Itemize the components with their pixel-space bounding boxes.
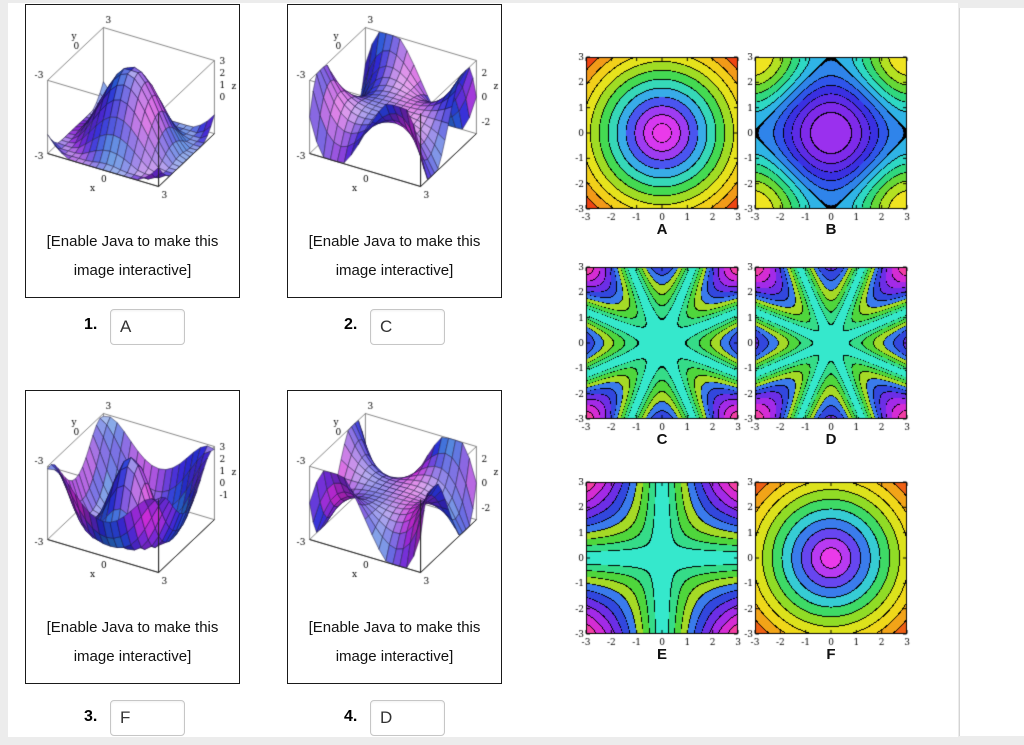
contour-plot-canvas-e (570, 478, 744, 650)
surface-panel-3: [Enable Java to make this image interact… (25, 390, 240, 684)
contour-plot-canvas-b (739, 53, 913, 225)
surface-panel-2: [Enable Java to make this image interact… (287, 4, 502, 298)
contour-label-d: D (825, 431, 837, 448)
contour-label-a: A (656, 221, 668, 238)
caption-line-1: [Enable Java to make this (46, 619, 219, 636)
surface-panel-4: [Enable Java to make this image interact… (287, 390, 502, 684)
caption-line-2: image interactive] (335, 262, 454, 279)
java-caption: [Enable Java to make this image interact… (288, 613, 501, 671)
caption-line-2: image interactive] (73, 262, 192, 279)
contour-plot-canvas-f (739, 478, 913, 650)
java-caption: [Enable Java to make this image interact… (26, 227, 239, 285)
java-caption: [Enable Java to make this image interact… (26, 613, 239, 671)
caption-line-1: [Enable Java to make this (308, 619, 481, 636)
contour-label-c: C (656, 431, 668, 448)
contour-plot-canvas-c (570, 263, 744, 435)
caption-line-2: image interactive] (73, 648, 192, 665)
caption-line-1: [Enable Java to make this (46, 233, 219, 250)
surface-panel-1: [Enable Java to make this image interact… (25, 4, 240, 298)
surface-plot-canvas-1 (27, 7, 238, 213)
question-number-3: 3. (84, 708, 98, 725)
contour-label-b: B (825, 221, 837, 238)
java-caption: [Enable Java to make this image interact… (288, 227, 501, 285)
right-pane (959, 8, 1024, 736)
caption-line-1: [Enable Java to make this (308, 233, 481, 250)
contour-label-f: F (826, 646, 836, 663)
answer-input-2[interactable] (370, 309, 445, 345)
question-number-4: 4. (344, 708, 358, 725)
question-number-2: 2. (344, 316, 358, 333)
contour-plot-canvas-a (570, 53, 744, 225)
caption-line-2: image interactive] (335, 648, 454, 665)
question-number-1: 1. (84, 316, 98, 333)
answer-input-1[interactable] (110, 309, 185, 345)
contour-label-e: E (656, 646, 667, 663)
answer-input-3[interactable] (110, 700, 185, 736)
contour-plot-canvas-d (739, 263, 913, 435)
surface-plot-canvas-2 (289, 7, 500, 213)
surface-plot-canvas-4 (289, 393, 500, 599)
surface-plot-canvas-3 (27, 393, 238, 599)
answer-input-4[interactable] (370, 700, 445, 736)
